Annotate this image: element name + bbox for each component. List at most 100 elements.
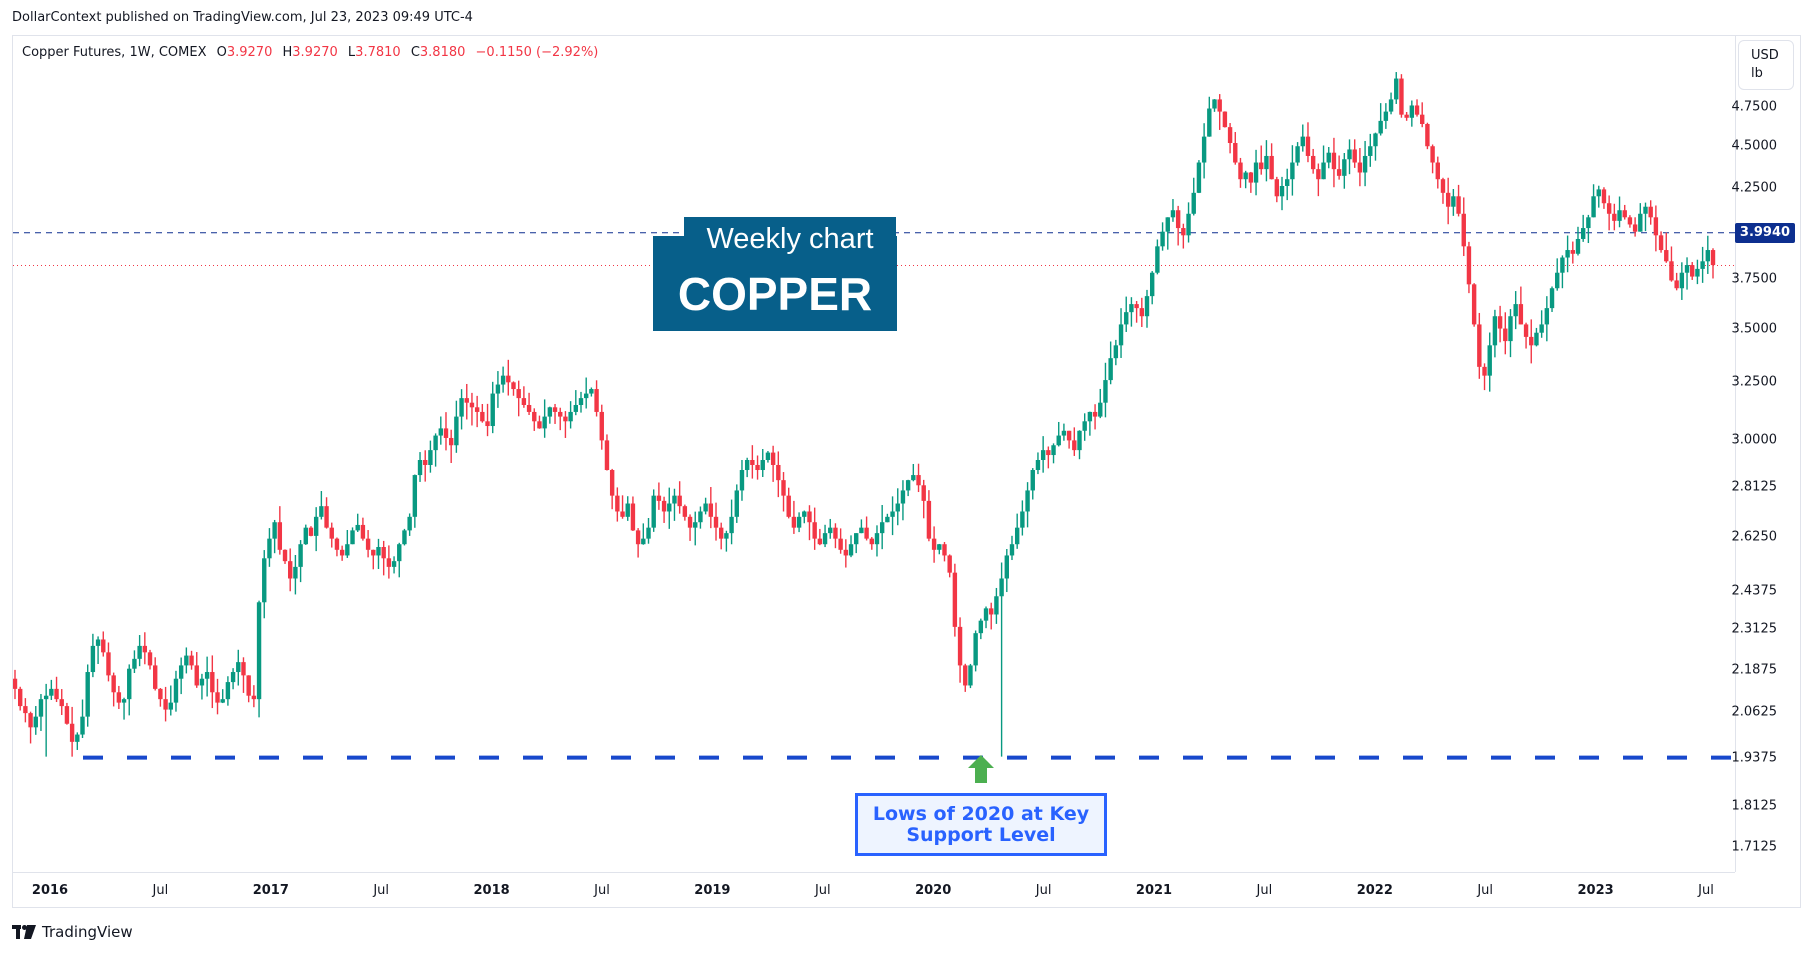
- candle: [599, 411, 604, 441]
- candle: [786, 495, 791, 517]
- candle: [547, 407, 553, 417]
- candle: [1555, 272, 1560, 289]
- time-axis[interactable]: [13, 872, 1735, 908]
- time-tick: Jul: [814, 883, 831, 898]
- candle: [1487, 345, 1492, 376]
- candle: [1061, 430, 1067, 436]
- time-tick: 2023: [1577, 883, 1614, 898]
- candle: [937, 544, 942, 550]
- candle: [926, 500, 932, 539]
- title-subtitle: Weekly chart: [684, 217, 896, 261]
- candle: [1580, 228, 1586, 239]
- candle: [101, 639, 106, 653]
- close-value: 3.8180: [419, 45, 466, 60]
- candle: [729, 516, 734, 534]
- candle: [490, 393, 495, 427]
- candle: [1051, 445, 1056, 456]
- candle: [1321, 162, 1326, 180]
- candle: [1227, 127, 1233, 144]
- candle: [106, 652, 111, 676]
- candle: [1612, 213, 1617, 221]
- candle: [236, 662, 241, 673]
- candle: [272, 522, 277, 539]
- candle: [1040, 450, 1046, 461]
- price-tick: 2.0625: [1731, 704, 1778, 720]
- candle: [931, 538, 937, 550]
- candle: [1124, 312, 1129, 325]
- candle: [1035, 460, 1041, 471]
- candle: [833, 527, 838, 539]
- candle: [1679, 272, 1685, 289]
- candle: [1544, 308, 1550, 325]
- candle: [147, 652, 153, 666]
- candle: [1508, 316, 1513, 342]
- candle: [184, 655, 189, 666]
- candle: [864, 527, 869, 539]
- price-tick: 4.7500: [1731, 99, 1778, 115]
- candle: [80, 716, 85, 735]
- candle: [1191, 192, 1196, 214]
- candle: [843, 549, 849, 556]
- unit-label: lb: [1751, 66, 1763, 81]
- time-tick: Jul: [152, 883, 169, 898]
- candle: [17, 688, 23, 707]
- candlestick-plot[interactable]: [13, 36, 1735, 872]
- low-label: L: [347, 45, 356, 60]
- candle: [116, 692, 122, 703]
- candle: [59, 699, 64, 707]
- candle: [1020, 511, 1025, 528]
- price-tick: 4.5000: [1731, 138, 1778, 154]
- candle: [609, 470, 615, 496]
- candle: [817, 538, 823, 545]
- candle: [802, 511, 807, 517]
- candle: [796, 516, 802, 528]
- candle: [329, 527, 334, 539]
- candle: [199, 678, 205, 686]
- candle: [1155, 246, 1160, 273]
- candle: [1632, 224, 1638, 232]
- high-label: H: [282, 45, 293, 60]
- candle: [1430, 146, 1435, 163]
- candle: [620, 511, 625, 517]
- candle: [1560, 257, 1565, 273]
- candle: [495, 384, 501, 394]
- candle: [807, 511, 812, 523]
- candle: [28, 713, 33, 728]
- candle: [1695, 268, 1700, 277]
- candle: [1404, 114, 1409, 118]
- candle: [1414, 105, 1420, 115]
- candle: [1098, 402, 1103, 417]
- candle: [1326, 152, 1331, 163]
- candle: [1383, 111, 1389, 121]
- candle: [1461, 213, 1466, 247]
- candle: [241, 662, 246, 676]
- candle: [1175, 210, 1181, 229]
- candle: [1674, 280, 1679, 289]
- candle: [708, 503, 714, 517]
- last-price-tag: 3.9940: [1735, 222, 1795, 243]
- high-value: 3.9270: [292, 45, 338, 60]
- candle: [1549, 288, 1555, 309]
- price-axis[interactable]: 4.7500 4.5000 4.2500 3.7500 3.5000 3.2500 3.00…: [1731, 36, 1801, 872]
- candle: [760, 460, 765, 471]
- candle: [1534, 332, 1539, 346]
- candle: [1664, 250, 1669, 262]
- tradingview-logo[interactable]: TradingView: [12, 923, 133, 941]
- candle: [973, 633, 978, 666]
- candle: [1243, 172, 1248, 180]
- candle: [111, 675, 116, 693]
- candle: [1435, 162, 1440, 180]
- candle: [989, 608, 994, 615]
- currency-unit-button[interactable]: USD lb: [1738, 40, 1794, 90]
- candle: [916, 475, 921, 486]
- symbol-name[interactable]: Copper Futures, 1W, COMEX: [22, 45, 207, 60]
- candle: [365, 538, 371, 550]
- candle: [1378, 120, 1383, 134]
- candle: [1451, 196, 1456, 207]
- candle: [755, 464, 760, 471]
- price-tick: 1.9375: [1731, 750, 1778, 766]
- candle: [1253, 162, 1259, 183]
- candle: [1212, 99, 1217, 109]
- candle: [1420, 114, 1425, 124]
- candle: [1134, 304, 1139, 309]
